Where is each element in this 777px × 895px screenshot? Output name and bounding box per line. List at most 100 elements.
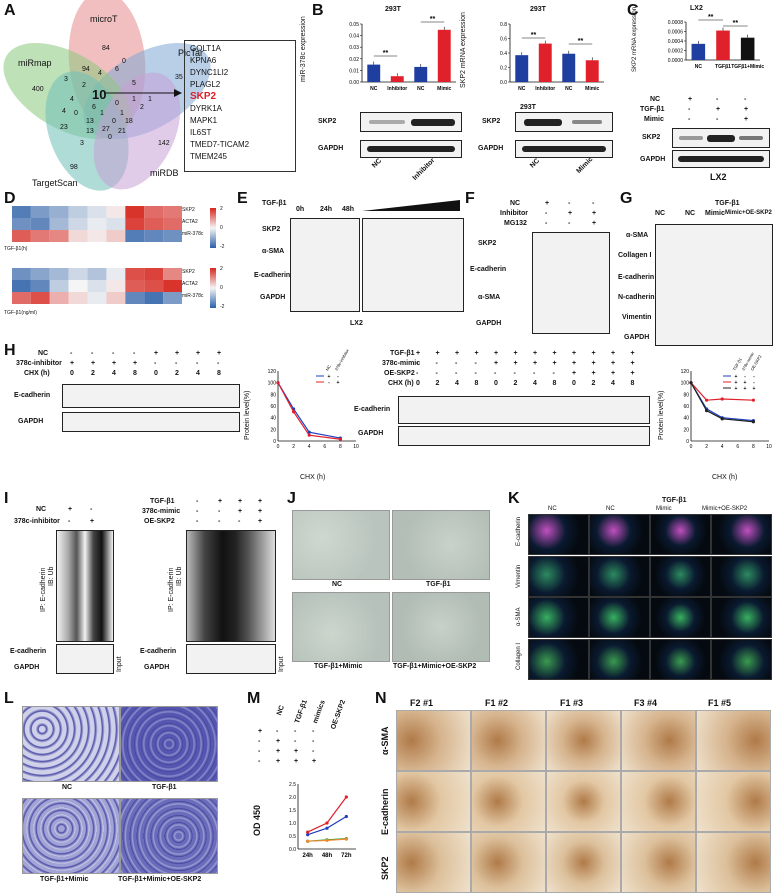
heat-cell: [87, 292, 107, 304]
venn-arrow: [104, 89, 182, 97]
data-point: [306, 839, 310, 843]
condition-sign: +: [294, 748, 299, 755]
panel-label-a: A: [4, 2, 16, 19]
b-chart2-title: 293T: [530, 6, 546, 13]
venn-count-29: 0: [115, 100, 119, 107]
fluorescence-image: [650, 638, 711, 680]
condition-sign: +: [70, 360, 75, 367]
condition-sign: -: [258, 738, 261, 745]
i-right-input-blot: [186, 644, 276, 674]
condition-sign: +: [611, 350, 616, 357]
d-bot-label: miR-378c: [182, 293, 204, 299]
x-tick-label: Mimic: [437, 86, 451, 92]
data-point: [325, 838, 329, 843]
l-image-nc: [22, 706, 120, 782]
y-tick-label: 0.2: [500, 66, 507, 72]
i-right-row: 378c-mimic: [142, 508, 181, 515]
l-image-tgf: [120, 706, 218, 782]
bar: [538, 43, 552, 82]
condition-sign: +: [552, 350, 557, 357]
condition-sign: -: [112, 350, 115, 357]
h-right-row: 378c-mimic: [382, 360, 421, 367]
b-blot-left-gapdh: [360, 140, 462, 158]
heat-cell: [87, 218, 107, 230]
venn-count-1: 35: [175, 74, 183, 81]
venn-count-15: 1: [132, 96, 136, 103]
y-tick-label: 20: [683, 427, 689, 433]
data-point: [306, 830, 310, 834]
j-image-nc: [292, 510, 390, 580]
i-right-label-ecad: E-cadherin: [140, 648, 177, 655]
data-point: [292, 410, 296, 414]
y-tick-label: 0.0008: [668, 20, 684, 26]
heat-cell: [125, 268, 145, 280]
condition-sign: +: [611, 360, 616, 367]
i-left-row: 378c-inhibitor: [14, 518, 60, 525]
venn-count-10: 5: [132, 80, 136, 87]
g-label: α-SMA: [626, 232, 649, 239]
h-left-label-gapdh: GAPDH: [18, 418, 44, 425]
d-top-label: ACTA2: [182, 219, 198, 225]
x-tick-label: 4: [308, 444, 311, 450]
significance-label: **: [430, 16, 436, 23]
gene-list-box: [184, 40, 296, 172]
b-chart1: 0.00 0.01 0.02 0.03 0.04 0.05 NC Inhibitor NC Mim…: [349, 16, 456, 92]
y-tick-label: 0: [686, 439, 689, 445]
condition-sign: -: [416, 370, 419, 377]
e-label: SKP2: [262, 226, 281, 233]
b-blot-right-label-skp2: SKP2: [482, 118, 501, 125]
c-sign: +: [688, 96, 693, 103]
condition-sign: -: [276, 728, 279, 735]
fluorescence-image: [528, 555, 589, 597]
condition-sign: -: [312, 748, 315, 755]
data-point: [338, 437, 342, 441]
y-tick-label: 0.01: [349, 68, 359, 74]
x-tick-label: 8: [339, 444, 342, 450]
gene-item: KPNA6: [190, 56, 217, 65]
e-blot-left: [290, 218, 360, 312]
x-tick-label: 4: [721, 444, 724, 450]
f-sign: -: [545, 220, 548, 227]
heat-cell: [163, 230, 182, 242]
x-tick-label: 0: [277, 444, 280, 450]
i-rsign: -: [196, 518, 199, 525]
e-dose-wedge: [362, 200, 460, 211]
b-blot-left-label-gapdh: GAPDH: [318, 145, 344, 152]
y-tick-label: 2.5: [289, 782, 296, 788]
heat-cell: [49, 206, 69, 218]
x-tick-label: 10: [766, 444, 772, 450]
venn-count-12: 18: [125, 118, 133, 125]
condition-sign: +: [91, 360, 96, 367]
b-blot-right-skp2: [515, 112, 613, 132]
condition-sign: +: [591, 350, 596, 357]
b-lane-nc: NC: [371, 157, 384, 170]
x-tick-label: Inhibitor: [387, 86, 407, 92]
b-chart2: 0.0 0.2 0.4 0.6 0.8 NC Inhibitor NC Mimic ** **: [500, 22, 604, 92]
heat-cell: [49, 230, 69, 242]
e-footer: LX2: [350, 320, 363, 327]
c-sign: +: [744, 106, 749, 113]
data-point: [344, 837, 348, 841]
i-sign: +: [68, 506, 73, 513]
e-time: 0h: [296, 206, 305, 213]
significance-label: **: [531, 32, 537, 39]
k-row: Vimentin: [516, 564, 522, 588]
condition-sign: -: [552, 370, 555, 377]
y-tick-label: 0.4: [500, 51, 507, 57]
condition-sign: 4: [112, 370, 116, 377]
heat-cell: [12, 292, 31, 304]
k-col: Mimic+OE-SKP2: [702, 506, 748, 512]
heat-cell: [106, 268, 126, 280]
j-caption: TGF-β1: [426, 581, 451, 588]
series-line: [690, 382, 754, 423]
y-tick-label: 1.5: [289, 808, 296, 814]
x-tick-label: 72h: [341, 853, 352, 859]
data-point: [751, 398, 755, 402]
i-rsign: +: [218, 498, 223, 505]
gene-item: PLAGL2: [190, 80, 221, 89]
panel-label-l: L: [4, 690, 14, 707]
i-sign: +: [90, 518, 95, 525]
condition-sign: -: [294, 728, 297, 735]
condition-sign: 2: [513, 380, 518, 387]
